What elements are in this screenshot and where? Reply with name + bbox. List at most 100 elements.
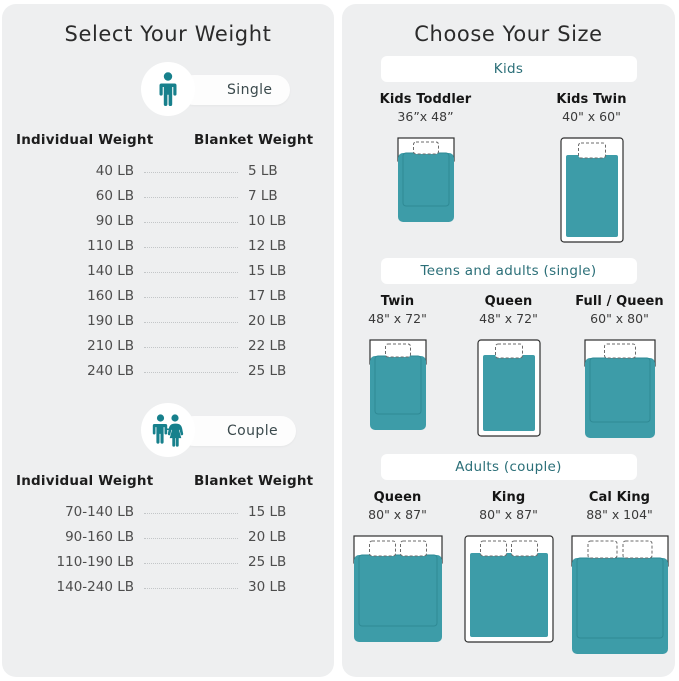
bed-dimensions: 80" x 87" — [368, 507, 427, 522]
individual-weight-value: 110 LB — [87, 237, 134, 254]
row-dots — [144, 172, 238, 173]
row-dots — [144, 588, 238, 589]
bed-dimensions: 48" x 72" — [368, 311, 427, 326]
row-dots — [144, 538, 238, 539]
individual-weight-value: 140 LB — [87, 262, 134, 279]
bed-option[interactable]: Twin 48" x 72" — [342, 294, 453, 444]
bed-option[interactable]: Cal King 88" x 104" — [564, 490, 675, 660]
individual-weight-value: 90-160 LB — [65, 528, 134, 545]
page-title-size: Choose Your Size — [414, 22, 603, 46]
weight-table-single: 40 LB 5 LB 60 LB 7 LB 90 LB 10 LB 110 LB 12 LB 1… — [2, 158, 334, 383]
bed-option[interactable]: Queen 48" x 72" — [453, 294, 564, 444]
table-row: 140-240 LB 30 LB — [16, 574, 320, 599]
bed-dimensions: 60" x 80" — [590, 311, 649, 326]
bed-art — [348, 530, 448, 648]
bed-illustration — [352, 535, 443, 642]
badge-couple-circle — [141, 403, 195, 457]
bed-art — [579, 334, 661, 444]
table-row: 210 LB 22 LB — [16, 333, 320, 358]
bed-dimensions: 36”x 48” — [397, 109, 454, 124]
row-dots — [144, 563, 238, 564]
blanket-weight-value: 5 LB — [248, 162, 278, 179]
bed-illustration — [570, 535, 669, 654]
badge-single[interactable]: Single — [2, 60, 334, 118]
badge-single-circle — [141, 62, 195, 116]
bed-art — [472, 334, 546, 442]
bed-option[interactable]: Queen 80" x 87" — [342, 490, 453, 660]
table-row: 160 LB 17 LB — [16, 283, 320, 308]
bed-art — [392, 132, 460, 228]
section-pill-label: Kids — [493, 61, 524, 77]
size-groups: Kids Kids Toddler 36”x 48” Kids Twin 40" x 6… — [342, 56, 675, 660]
individual-weight-value: 40 LB — [95, 162, 134, 179]
bed-row-0: Kids Toddler 36”x 48” Kids Twin 40" x 60" — [342, 92, 675, 248]
row-dots — [144, 247, 238, 248]
bed-name: Kids Twin — [556, 92, 627, 107]
bed-illustration — [559, 137, 624, 243]
blanket-weight-value: 12 LB — [248, 237, 287, 254]
blanket-weight-value: 30 LB — [248, 578, 287, 595]
blanket-weight-value: 20 LB — [248, 312, 287, 329]
table-header-couple: Individual Weight Blanket Weight — [2, 473, 334, 489]
blanket-weight-value: 22 LB — [248, 337, 287, 354]
row-dots — [144, 322, 238, 323]
bed-option[interactable]: Kids Toddler 36”x 48” — [343, 92, 509, 248]
weight-table-couple: 70-140 LB 15 LB 90-160 LB 20 LB 110-190 LB 25… — [2, 499, 334, 599]
row-dots — [144, 197, 238, 198]
bed-art — [566, 530, 674, 660]
choose-size-panel: Choose Your Size Kids Kids Toddler 36”x 48… — [342, 4, 675, 677]
table-row: 240 LB 25 LB — [16, 358, 320, 383]
table-header-single: Individual Weight Blanket Weight — [2, 132, 334, 148]
table-row: 110 LB 12 LB — [16, 233, 320, 258]
bed-name: Full / Queen — [575, 294, 664, 309]
select-weight-panel: Select Your Weight Single Individual Wei… — [2, 4, 334, 677]
badge-couple-pill: Couple — [179, 416, 297, 446]
blanket-weight-value: 7 LB — [248, 187, 278, 204]
bed-option[interactable]: King 80" x 87" — [453, 490, 564, 660]
bed-name: Queen — [373, 490, 422, 505]
individual-weight-value: 240 LB — [87, 362, 134, 379]
bed-name: King — [491, 490, 526, 505]
table-row: 40 LB 5 LB — [16, 158, 320, 183]
section-pill-label: Adults (couple) — [455, 459, 562, 475]
bed-art — [364, 334, 432, 436]
bed-option[interactable]: Full / Queen 60" x 80" — [564, 294, 675, 444]
row-dots — [144, 222, 238, 223]
col-individual-weight-couple: Individual Weight — [16, 473, 154, 489]
bed-dimensions: 48" x 72" — [479, 311, 538, 326]
badge-single-pill: Single — [179, 75, 291, 105]
blanket-weight-value: 15 LB — [248, 262, 287, 279]
single-person-icon — [159, 72, 177, 106]
row-dots — [144, 513, 238, 514]
bed-option[interactable]: Kids Twin 40" x 60" — [509, 92, 675, 248]
badge-couple-label: Couple — [227, 423, 279, 439]
bed-row-2: Queen 80" x 87" King 80" x 87" Cal King 88" x… — [342, 490, 675, 660]
section-pill-0[interactable]: Kids — [380, 56, 637, 82]
individual-weight-value: 160 LB — [87, 287, 134, 304]
row-dots — [144, 297, 238, 298]
individual-weight-value: 90 LB — [95, 212, 134, 229]
table-row: 90-160 LB 20 LB — [16, 524, 320, 549]
table-row: 190 LB 20 LB — [16, 308, 320, 333]
bed-dimensions: 80" x 87" — [479, 507, 538, 522]
bed-illustration — [368, 339, 427, 430]
page-title-weight: Select Your Weight — [64, 22, 272, 46]
individual-weight-value: 60 LB — [95, 187, 134, 204]
row-dots — [144, 372, 238, 373]
table-row: 60 LB 7 LB — [16, 183, 320, 208]
bed-dimensions: 40" x 60" — [562, 109, 621, 124]
col-blanket-weight-couple: Blanket Weight — [194, 473, 314, 489]
individual-weight-value: 210 LB — [87, 337, 134, 354]
section-pill-2[interactable]: Adults (couple) — [380, 454, 637, 480]
bed-dimensions: 88" x 104" — [586, 507, 653, 522]
blanket-weight-value: 25 LB — [248, 553, 287, 570]
badge-couple[interactable]: Couple — [2, 401, 334, 459]
bed-row-1: Twin 48" x 72" Queen 48" x 72" Full / Queen 6… — [342, 294, 675, 444]
bed-illustration — [396, 137, 455, 222]
section-pill-label: Teens and adults (single) — [420, 263, 597, 279]
bed-illustration — [583, 339, 656, 438]
blanket-weight-value: 15 LB — [248, 503, 287, 520]
blanket-weight-value: 10 LB — [248, 212, 287, 229]
bed-illustration — [463, 535, 554, 643]
section-pill-1[interactable]: Teens and adults (single) — [380, 258, 637, 284]
